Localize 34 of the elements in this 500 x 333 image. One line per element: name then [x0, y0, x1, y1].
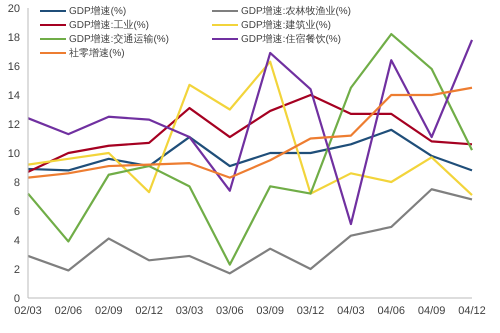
x-tick-label: 03/06 [216, 304, 244, 317]
legend-label: GDP增速(%) [68, 4, 128, 18]
y-tick-label: 0 [14, 292, 20, 305]
x-tick-label: 04/03 [337, 304, 365, 317]
legend-label: GDP增速:工业(%) [68, 18, 150, 32]
legend-label: GDP增速:交通运输(%) [68, 32, 170, 46]
x-tick-label: 02/09 [94, 304, 122, 317]
legend-label: 社零增速(%) [68, 46, 126, 60]
x-tick-label: 04/12 [458, 304, 486, 317]
y-tick-label: 10 [8, 148, 20, 160]
line-series [26, 60, 474, 196]
x-tick-label: 03/12 [296, 304, 324, 317]
y-tick-label: 2 [14, 264, 20, 276]
y-tick-label: 16 [8, 60, 20, 73]
line-series [26, 188, 474, 274]
x-tick-label: 02/06 [54, 304, 82, 317]
y-tick-label: 4 [14, 234, 20, 247]
x-tick-label: 04/09 [418, 304, 446, 317]
y-tick-label: 14 [8, 90, 20, 102]
y-tick-label: 18 [8, 32, 20, 44]
x-tick-label: 03/03 [176, 304, 204, 317]
line-series [26, 33, 474, 266]
x-tick-label: 04/06 [378, 304, 406, 317]
legend-label: GDP增速:住宿餐饮(%) [240, 32, 342, 46]
y-tick-label: 12 [8, 118, 20, 131]
y-tick-label: 6 [14, 206, 20, 218]
legend-label: GDP增速:农林牧渔业(%) [240, 4, 352, 18]
legend-label: GDP增速:建筑业(%) [240, 18, 332, 32]
y-tick-label: 20 [8, 2, 20, 15]
line-series [26, 128, 474, 172]
x-tick-label: 02/03 [14, 304, 42, 317]
x-tick-label: 03/09 [256, 304, 284, 317]
y-tick-label: 8 [14, 176, 20, 189]
x-tick-label: 02/12 [135, 304, 163, 317]
